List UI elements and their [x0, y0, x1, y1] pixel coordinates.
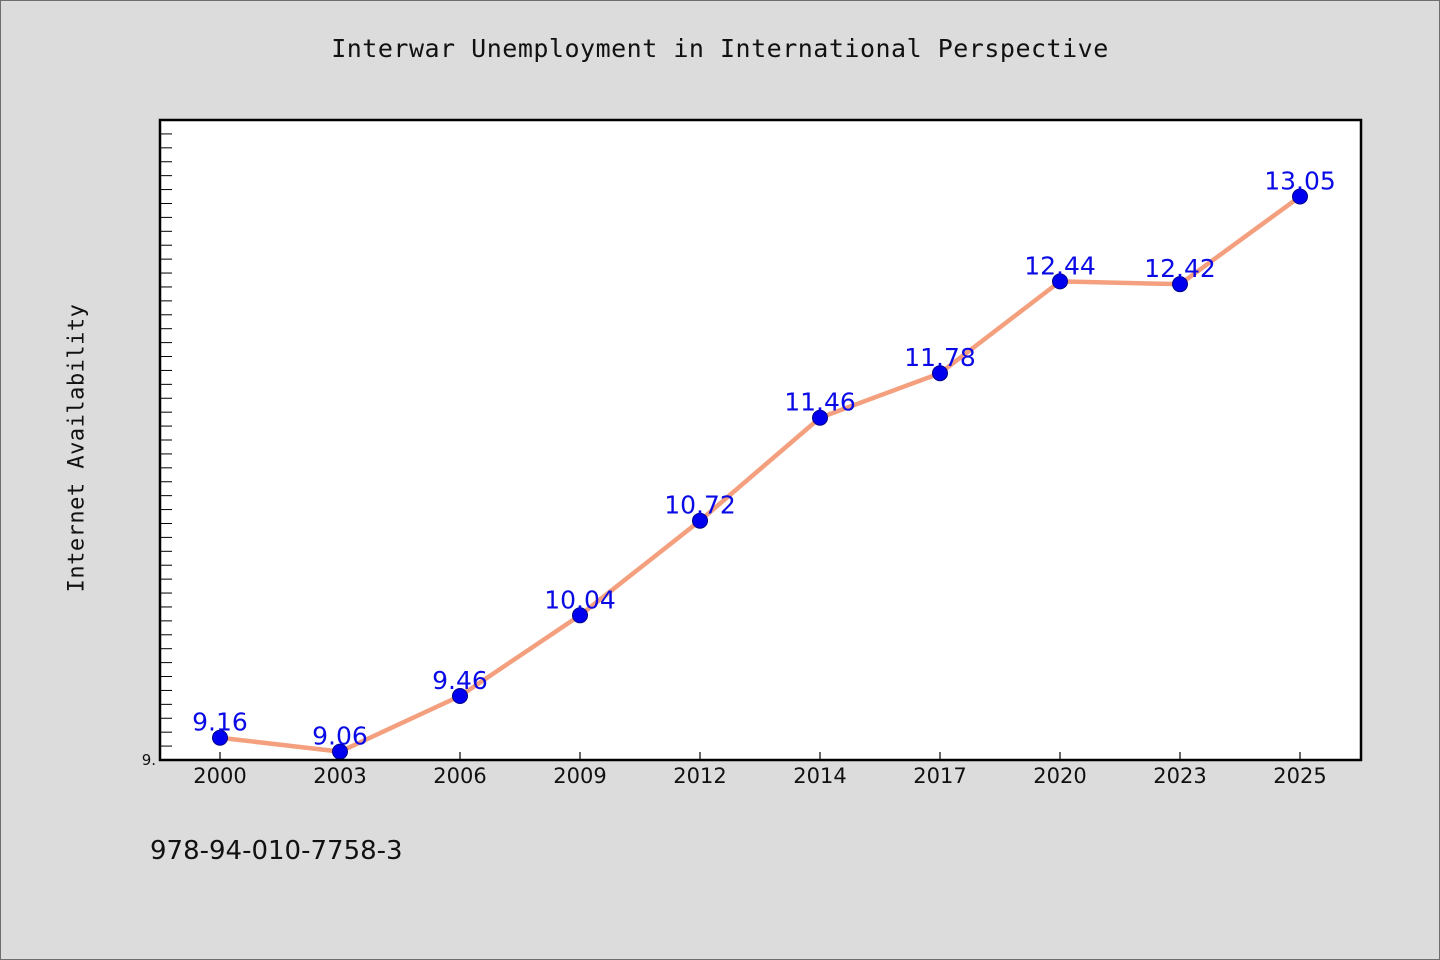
data-point [1292, 188, 1308, 205]
data-label: 12.44 [1024, 251, 1096, 280]
data-label: 9.46 [432, 666, 488, 695]
data-point [1052, 273, 1068, 290]
series-group [212, 188, 1308, 760]
data-label: 10.04 [544, 585, 616, 614]
x-tick-label: 2006 [433, 764, 486, 788]
y-axis-ticks: 9. [142, 133, 172, 769]
footer-code: 978-94-010-7758-3 [150, 836, 403, 866]
plot-border [158, 118, 1363, 762]
series-line [217, 194, 1303, 754]
data-point [212, 729, 228, 746]
data-point [572, 607, 588, 624]
data-label: 11.78 [904, 343, 976, 372]
x-tick-label: 2009 [553, 764, 606, 788]
data-point [932, 365, 948, 382]
plot-area [160, 120, 1361, 760]
data-point [692, 512, 708, 529]
data-labels-group: 9.16 9.06 9.46 10.04 10.72 11.46 11.78 12.44 12.… [192, 167, 1336, 751]
x-tick-label: 2020 [1033, 764, 1086, 788]
data-label: 11.46 [784, 388, 856, 417]
chart-title: Interwar Unemployment in International P… [331, 34, 1109, 63]
x-tick-label: 2017 [913, 764, 966, 788]
x-tick-label: 2012 [673, 764, 726, 788]
data-point [452, 688, 468, 704]
x-axis-ticks: 2000 2003 2006 2009 2012 2014 2017 2020 2023 2025 [193, 752, 1327, 788]
data-label: 9.06 [312, 722, 368, 751]
x-tick-label: 2014 [793, 764, 846, 788]
x-tick-label: 2003 [313, 764, 366, 788]
data-label: 10.72 [664, 491, 736, 520]
data-label: 12.42 [1144, 254, 1216, 283]
x-tick-label: 2000 [193, 764, 246, 788]
data-label: 9.16 [192, 708, 248, 737]
y-tick-label: 9. [142, 751, 156, 769]
data-point [1172, 276, 1188, 293]
x-tick-label: 2023 [1153, 764, 1206, 788]
data-point [812, 409, 828, 426]
x-tick-label: 2025 [1273, 764, 1326, 788]
data-label: 13.05 [1264, 167, 1336, 196]
